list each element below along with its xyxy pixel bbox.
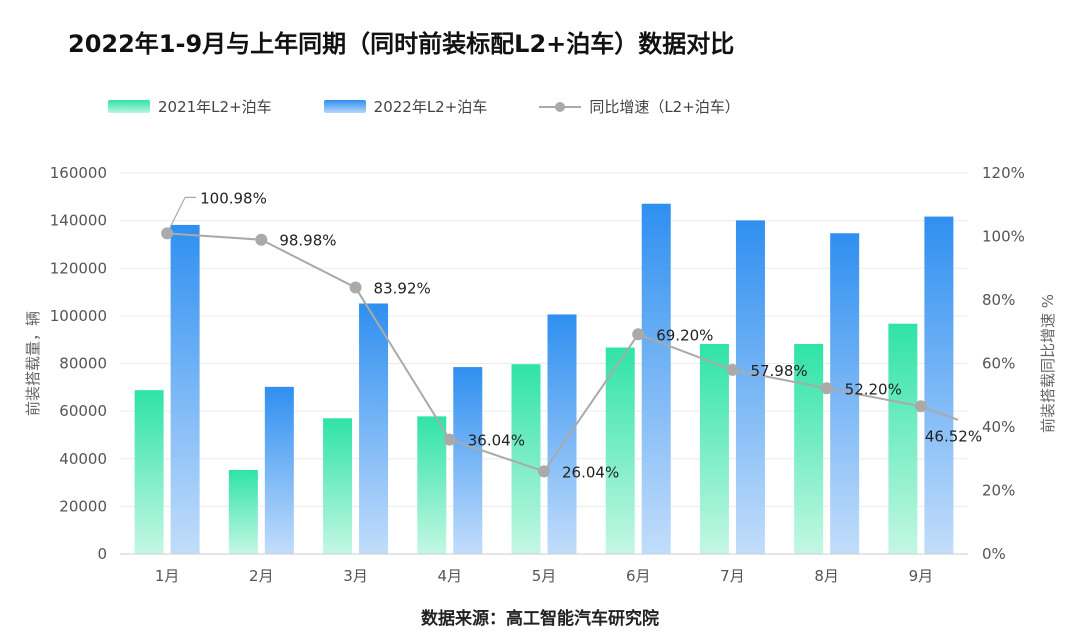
y-tick-left: 60000 (59, 402, 107, 420)
growth-point[interactable] (820, 382, 833, 395)
label-leader-line (166, 196, 197, 234)
y-tick-left: 120000 (50, 259, 107, 277)
x-tick-label: 3月 (343, 567, 368, 585)
data-source: 数据来源：高工智能汽车研究院 (421, 609, 659, 629)
y-tick-left: 100000 (50, 307, 107, 325)
x-tick-label: 7月 (720, 567, 745, 585)
y-tick-left: 140000 (50, 212, 107, 230)
y-tick-left: 40000 (59, 450, 107, 468)
growth-data-label: 26.04% (562, 463, 619, 481)
legend-line-swatch (539, 100, 582, 113)
growth-data-label: 36.04% (468, 432, 525, 450)
bar-2022[interactable] (924, 216, 954, 554)
legend-item-2022[interactable]: 2022年L2+泊车 (323, 96, 488, 117)
y-tick-right: 80% (982, 291, 1015, 309)
bar-2021[interactable] (228, 469, 258, 554)
y-tick-left: 0 (97, 545, 107, 563)
bar-2022[interactable] (735, 220, 765, 554)
y-tick-right: 100% (982, 228, 1025, 246)
bar-2021[interactable] (888, 323, 918, 554)
x-tick-label: 6月 (626, 567, 651, 585)
x-tick-label: 4月 (438, 567, 463, 585)
x-tick-label: 8月 (814, 567, 839, 585)
bar-2022[interactable] (453, 367, 483, 554)
y-tick-left: 160000 (50, 164, 107, 182)
bar-2022[interactable] (170, 224, 200, 554)
legend-item-growth[interactable]: 同比增速（L2+泊车） (539, 96, 740, 117)
y-tick-right: 20% (982, 482, 1015, 500)
y-tick-right: 0% (982, 545, 1006, 563)
x-tick-label: 1月 (155, 567, 180, 585)
legend-swatch-2022 (323, 100, 366, 113)
growth-line-tail (920, 405, 959, 421)
bar-2021[interactable] (605, 347, 635, 554)
growth-point[interactable] (255, 233, 268, 246)
legend-label-growth: 同比增速（L2+泊车） (589, 98, 740, 116)
growth-point[interactable] (914, 400, 927, 413)
growth-point[interactable] (726, 363, 739, 376)
growth-data-label: 98.98% (279, 232, 336, 250)
legend-label-2022: 2022年L2+泊车 (373, 98, 488, 116)
x-tick-label: 5月 (532, 567, 557, 585)
growth-data-label: 100.98% (200, 189, 267, 207)
bar-2021[interactable] (323, 418, 353, 554)
y-axis-title-left: 前装搭载量，辆 (24, 311, 42, 416)
growth-point[interactable] (538, 465, 550, 478)
growth-point[interactable] (632, 328, 645, 341)
bar-2021[interactable] (794, 343, 824, 554)
bar-2022[interactable] (547, 314, 577, 554)
legend-item-2021[interactable]: 2021年L2+泊车 (108, 96, 272, 117)
y-axis-title-right: 前装搭载同比增速 % (1039, 294, 1057, 433)
bar-2021[interactable] (417, 416, 447, 554)
growth-data-label: 83.92% (374, 280, 431, 298)
y-tick-right: 60% (982, 355, 1015, 373)
growth-data-label: 52.20% (845, 380, 902, 398)
y-tick-right: 120% (982, 164, 1025, 182)
y-tick-left: 20000 (59, 497, 107, 515)
bar-2022[interactable] (264, 386, 294, 554)
y-tick-left: 80000 (59, 355, 107, 373)
legend: 2021年L2+泊车 2022年L2+泊车 同比增速（L2+泊车） (108, 96, 792, 117)
growth-data-label: 57.98% (750, 362, 807, 380)
x-tick-label: 2月 (249, 567, 274, 585)
legend-swatch-2021 (108, 100, 150, 113)
bar-2022[interactable] (641, 203, 671, 554)
bar-2021[interactable] (511, 364, 541, 554)
legend-label-2021: 2021年L2+泊车 (158, 98, 272, 116)
bar-2022[interactable] (359, 303, 389, 554)
growth-data-label: 69.20% (656, 326, 713, 344)
bar-2021[interactable] (134, 390, 164, 554)
chart-title: 2022年1-9月与上年同期（同时前装标配L2+泊车）数据对比 (68, 30, 735, 58)
chart-plot: 100.98% 98.98% 83.92% 36.04% 26.04% 69.20% 57.… (24, 164, 1057, 585)
growth-point[interactable] (443, 433, 456, 446)
growth-data-label: 46.52% (925, 427, 982, 445)
bar-2021[interactable] (699, 343, 729, 554)
y-tick-right: 40% (982, 418, 1015, 436)
growth-point[interactable] (349, 281, 362, 294)
x-tick-label: 9月 (909, 567, 934, 585)
